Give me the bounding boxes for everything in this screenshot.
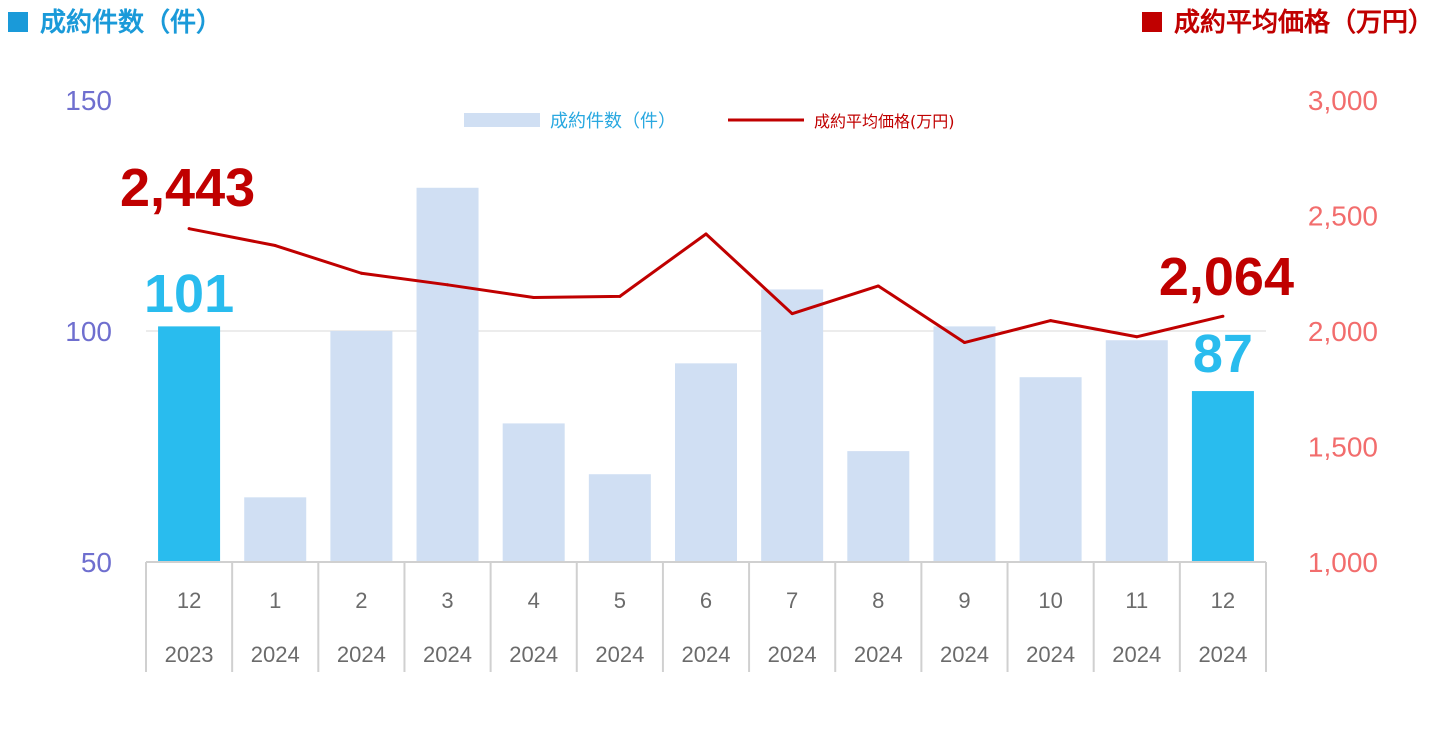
bar-2023-12 [158, 326, 221, 562]
legend-bar-label: 成約件数（件） [550, 111, 676, 132]
x-tick-month: 4 [528, 588, 540, 613]
bar-2024-3 [416, 187, 479, 562]
x-tick-month: 11 [1125, 588, 1148, 613]
x-tick-year: 2024 [768, 642, 817, 667]
x-tick-year: 2024 [509, 642, 558, 667]
price-point [876, 284, 880, 288]
bar-2024-8 [847, 451, 910, 562]
last-bar-value-label: 87 [1193, 324, 1253, 384]
x-tick-year: 2024 [1112, 642, 1161, 667]
x-tick-year: 2024 [251, 642, 300, 667]
right-axis-tick-label: 3,000 [1308, 85, 1378, 116]
x-tick-month: 2 [355, 588, 367, 613]
x-tick-month: 12 [1211, 588, 1235, 613]
bar-2024-2 [330, 331, 393, 562]
bar-2024-7 [761, 289, 824, 562]
first-bar-value-label: 101 [144, 264, 234, 324]
right-axis-tick-label: 1,500 [1308, 432, 1378, 463]
price-point [962, 341, 966, 345]
price-point [704, 232, 708, 236]
x-tick-month: 6 [700, 588, 712, 613]
x-tick-year: 2024 [1198, 642, 1247, 667]
left-axis-tick-label: 50 [81, 547, 112, 578]
blue-square-icon [8, 12, 28, 32]
price-line [188, 227, 1224, 345]
price-point [532, 296, 536, 300]
legend-line-label: 成約平均価格(万円) [814, 112, 955, 131]
x-tick-year: 2023 [165, 642, 214, 667]
x-tick-year: 2024 [682, 642, 731, 667]
first-price-value-label: 2,443 [120, 158, 255, 218]
bar-2024-1 [244, 497, 307, 562]
x-tick-year: 2024 [595, 642, 644, 667]
bar-2024-11 [1105, 340, 1168, 562]
price-point [273, 244, 277, 248]
price-point [359, 271, 363, 275]
price-point [618, 294, 622, 298]
right-axis-title-text: 成約平均価格（万円） [1173, 8, 1434, 38]
right-axis-tick-label: 2,000 [1308, 316, 1378, 347]
bar-2024-5 [588, 474, 651, 562]
price-point [187, 227, 191, 231]
price-point [1221, 314, 1225, 318]
legend-bar-swatch [464, 113, 540, 127]
bar-2024-4 [502, 423, 565, 562]
right-axis-title: 成約平均価格（万円） [1141, 2, 1434, 39]
x-tick-month: 3 [441, 588, 453, 613]
left-axis-tick-label: 100 [65, 316, 112, 347]
x-tick-year: 2024 [423, 642, 472, 667]
last-price-value-label: 2,064 [1159, 247, 1294, 307]
bar-2024-9 [933, 326, 996, 562]
x-tick-month: 8 [872, 588, 884, 613]
bar-2024-6 [675, 363, 737, 562]
left-axis-title: 成約件数（件） [8, 2, 222, 39]
price-point [1049, 319, 1053, 323]
red-square-icon [1141, 12, 1162, 32]
price-point [1135, 335, 1139, 339]
left-axis-tick-label: 150 [65, 85, 112, 116]
x-tick-month: 5 [614, 588, 626, 613]
x-tick-year: 2024 [854, 642, 903, 667]
x-tick-year: 2024 [1026, 642, 1075, 667]
right-axis-tick-label: 1,000 [1308, 547, 1378, 578]
bar-2024-12 [1191, 391, 1254, 562]
right-axis-tick-label: 2,500 [1308, 201, 1378, 232]
x-tick-year: 2024 [940, 642, 989, 667]
x-tick-year: 2024 [337, 642, 386, 667]
bar-2024-10 [1019, 377, 1082, 562]
x-tick-month: 10 [1038, 588, 1062, 613]
x-tick-month: 7 [786, 588, 798, 613]
x-tick-month: 9 [958, 588, 970, 613]
x-tick-month: 1 [269, 588, 281, 613]
price-point [446, 283, 450, 287]
price-point [790, 312, 794, 316]
x-tick-month: 12 [177, 588, 201, 613]
left-axis-title-text: 成約件数（件） [40, 8, 223, 38]
